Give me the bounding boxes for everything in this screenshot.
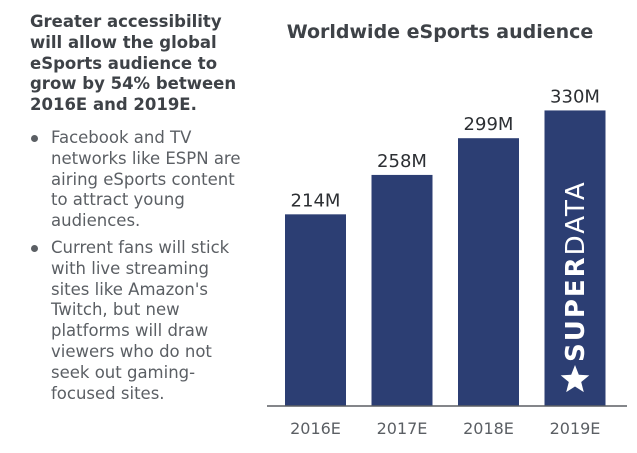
bullet-icon [31,244,38,252]
bar-2018E [458,138,519,406]
data-label: 214M [291,190,341,211]
bullet-item: Current fans will stick with live stream… [30,238,252,404]
bullet-icon [31,134,38,142]
data-label: 330M [550,86,600,107]
x-tick-label: 2016E [290,419,341,438]
bar-2017E [371,174,433,406]
bar-2016E [285,214,346,406]
data-label: 258M [377,151,427,172]
data-label: 299M [464,114,514,135]
bullet-list: Facebook and TV networks like ESPN are a… [30,128,252,404]
bar-2019E [544,110,606,406]
watermark-text: SUPERDATA [561,180,591,362]
x-tick-label: 2018E [463,419,514,438]
text-panel: Greater accessibility will allow the glo… [30,12,252,410]
superdata-watermark: SUPERDATA [560,180,591,393]
bars-group: 214M 2016E 258M 2017E 299M 2018E 330M 2019E [285,86,606,438]
headline: Greater accessibility will allow the glo… [30,12,237,115]
bullet-text: Facebook and TV networks like ESPN are a… [51,127,241,231]
chart-title: Worldwide eSports audience [287,21,594,43]
bar-chart: Worldwide eSports audience 214M 2016E 258M… [267,21,627,438]
x-tick-label: 2017E [377,419,428,438]
x-tick-label: 2019E [550,419,601,438]
bullet-item: Facebook and TV networks like ESPN are a… [30,128,252,232]
star-icon [560,365,590,393]
bullet-text: Current fans will stick with live stream… [51,237,230,403]
